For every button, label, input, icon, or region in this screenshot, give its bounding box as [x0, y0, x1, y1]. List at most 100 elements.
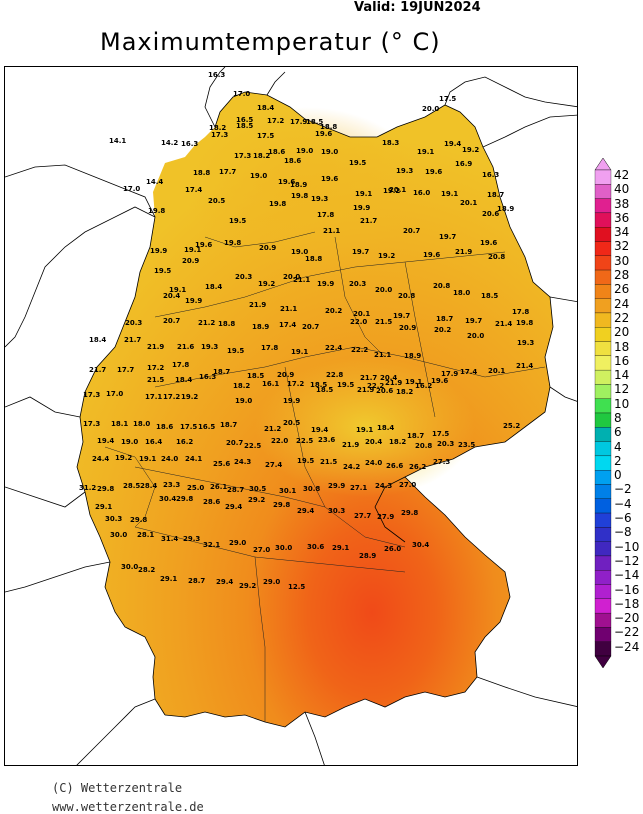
temperature-value: 21.9 [455, 248, 473, 256]
temperature-value: 18.9 [404, 352, 422, 360]
temperature-value: 17.5 [180, 423, 198, 431]
legend-tick-label: −12 [614, 553, 640, 568]
legend-swatch [594, 498, 612, 514]
temperature-value: 19.5 [337, 381, 355, 389]
legend-swatch [594, 184, 612, 199]
legend-colorbar [594, 157, 612, 669]
temperature-value: 21.9 [385, 379, 403, 387]
temperature-value: 20.5 [283, 419, 301, 427]
temperature-value: 22.5 [244, 442, 262, 450]
temperature-value: 17.2 [147, 364, 165, 372]
temperature-value: 30.4 [159, 495, 177, 503]
temperature-value: 21.1 [323, 227, 341, 235]
temperature-value: 17.2 [267, 117, 285, 125]
temperature-value: 18.5 [247, 372, 265, 380]
temperature-value: 20.2 [325, 307, 343, 315]
temperature-value: 20.5 [208, 197, 226, 205]
temperature-value: 18.2 [389, 438, 407, 446]
temperature-value: 19.4 [97, 437, 115, 445]
temperature-value: 19.6 [195, 241, 213, 249]
state-borders [104, 231, 546, 722]
legend-tick-label: 36 [614, 210, 630, 225]
temperature-value: 19.7 [393, 312, 411, 320]
temperature-value: 18.6 [268, 148, 286, 156]
temperature-value: 21.9 [147, 343, 165, 351]
legend-tick-label: −6 [614, 511, 632, 526]
legend-tick-label: −20 [614, 611, 640, 626]
temperature-value: 19.2 [378, 252, 396, 260]
temperature-value: 19.1 [417, 148, 435, 156]
temperature-value: 30.6 [307, 543, 325, 551]
temperature-value: 16.3 [181, 140, 199, 148]
temperature-value: 20.9 [259, 244, 277, 252]
temperature-value: 23.5 [458, 441, 476, 449]
temperature-value: 29.8 [130, 516, 148, 524]
temperature-value: 18.3 [382, 139, 400, 147]
temperature-value: 29.4 [297, 507, 315, 515]
temperature-value: 29.2 [248, 496, 266, 504]
temperature-value: 19.6 [480, 239, 498, 247]
legend-tick-label: 2 [614, 453, 622, 468]
temperature-value: 29.8 [273, 501, 291, 509]
legend-tick-label: 16 [614, 353, 630, 368]
temperature-value: 27.0 [399, 481, 417, 489]
temperature-value: 21.4 [495, 320, 513, 328]
temperature-value: 29.2 [239, 582, 257, 590]
temperature-value: 18.2 [396, 388, 414, 396]
temperature-value: 14.1 [109, 137, 127, 145]
temperature-value: 20.1 [488, 367, 506, 375]
temperature-value: 21.1 [374, 351, 392, 359]
temperature-value: 20.1 [460, 199, 478, 207]
temperature-value: 27.1 [350, 484, 368, 492]
legend-arrow-top [594, 157, 612, 171]
temperature-value: 19.1 [355, 190, 373, 198]
legend-swatch [594, 627, 612, 642]
temperature-value: 19.5 [227, 347, 245, 355]
temperature-value: 16.3 [482, 171, 500, 179]
temperature-value: 16.5 [198, 423, 216, 431]
temperature-value: 28.6 [203, 498, 221, 506]
legend-arrow-bottom [594, 655, 612, 669]
temperature-value: 22.5 [296, 437, 314, 445]
temperature-value: 19.3 [201, 343, 219, 351]
temperature-value: 28.2 [138, 566, 156, 574]
legend-swatch [594, 512, 612, 528]
legend-tick-label: 4 [614, 439, 622, 454]
temperature-value: 19.6 [431, 377, 449, 385]
temperature-value: 18.5 [236, 122, 254, 130]
temperature-value: 18.7 [436, 315, 454, 323]
legend-tick-label: 8 [614, 411, 622, 425]
temperature-value: 18.5 [316, 386, 334, 394]
temperature-value: 19.7 [352, 248, 370, 256]
temperature-value: 20.4 [380, 374, 398, 382]
legend-swatch [594, 598, 612, 614]
temperature-value: 18.9 [252, 323, 270, 331]
temperature-value: 20.8 [433, 282, 451, 290]
map-title: Maximumtemperatur (° C) [100, 28, 441, 56]
temperature-value: 21.5 [147, 376, 165, 384]
temperature-value: 17.5 [257, 132, 275, 140]
temperature-value: 19.1 [169, 286, 187, 294]
temperature-value: 18.1 [111, 420, 129, 428]
temperature-value: 17.3 [211, 131, 229, 139]
legend-swatch [594, 455, 612, 471]
legend-tick-label: −16 [614, 582, 640, 597]
temperature-value: 19.1 [184, 246, 202, 254]
temperature-value: 30.3 [105, 515, 123, 523]
legend-tick-label: 22 [614, 310, 630, 325]
temperature-value: 21.9 [357, 386, 375, 394]
legend-tick-label: 12 [614, 382, 630, 397]
temperature-value: 25.6 [213, 460, 231, 468]
temperature-value: 21.4 [516, 362, 534, 370]
temperature-value: 16.4 [145, 438, 163, 446]
temperature-value: 19.6 [315, 130, 333, 138]
legend-swatch [594, 484, 612, 499]
temperature-value: 18.8 [218, 320, 236, 328]
temperature-value: 19.9 [353, 204, 371, 212]
temperature-value: 21.9 [342, 441, 360, 449]
temperature-value: 18.6 [156, 423, 174, 431]
temperature-value: 19.0 [296, 147, 314, 155]
temperature-value: 20.7 [403, 227, 421, 235]
temperature-value: 17.7 [219, 168, 237, 176]
legend-swatch [594, 255, 612, 271]
